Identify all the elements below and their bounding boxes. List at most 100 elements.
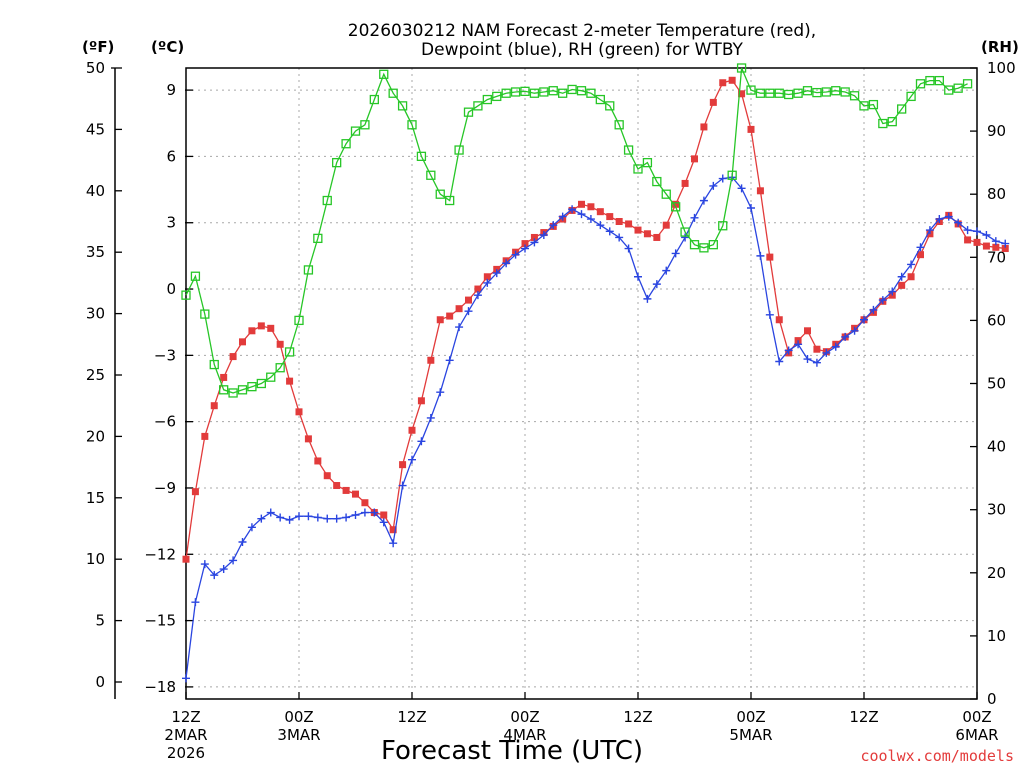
rh-point [492,91,502,102]
rh-point [595,94,605,105]
data-series [181,63,1010,683]
fahrenheit-tick-label: 40 [86,182,105,200]
rh-point [736,63,747,73]
rh-point [256,378,266,389]
dewpoint-point [982,231,991,240]
rh-point [520,86,530,96]
dewpoint-point [219,565,228,574]
temperature-point [417,397,425,405]
rh-point [228,388,238,398]
rh-point [878,118,888,129]
celsius-tick-label: −18 [144,678,176,696]
dewpoint-point [257,514,266,523]
rh-point [445,195,455,206]
dewpoint-point [200,560,209,569]
rh-point [887,116,897,127]
rh-point [915,79,926,89]
temperature-point [210,402,218,410]
dewpoint-point [445,356,454,365]
fahrenheit-tick-label: 30 [86,305,105,323]
rh-tick-label: 70 [987,248,1006,266]
temperature-point [257,322,265,330]
temperature-point [625,220,633,228]
dewpoint-point [718,174,727,183]
dewpoint-point [643,294,652,303]
rh-tick-label: 100 [987,59,1016,77]
x-axis-title: Forecast Time (UTC) [381,736,643,766]
rh-point [859,101,869,111]
x-tick-label: 3MAR [277,726,320,744]
x-tick-label: 4MAR [503,726,546,744]
rh-point [718,221,728,231]
rh-point [755,88,766,98]
temperature-point [719,79,727,87]
temperature-point [530,233,538,241]
rh-point [793,88,803,98]
fahrenheit-tick-label: 50 [86,59,105,77]
rh-tick-label: 90 [987,122,1006,140]
dewpoint-point [295,512,303,521]
temperature-point [907,273,915,281]
celsius-tick-label: −6 [154,413,176,431]
tick-labels: −18−15−12−9−6−3036912Z2MAR202600Z3MAR12Z… [86,59,1016,762]
dewpoint-point [455,323,464,332]
dewpoint-point [662,266,671,275]
dewpoint-point [247,523,256,532]
celsius-tick-label: −12 [144,545,176,563]
x-tick-label: 12Z [171,708,200,726]
dewpoint-point [954,218,963,227]
temperature-point [672,200,680,208]
dewpoint-point [417,437,426,446]
temperature-point [917,251,924,259]
dewpoint-point [737,184,746,193]
fahrenheit-tick-label: 20 [86,427,105,445]
rh-point [802,86,813,96]
dewpoint-point [398,481,407,490]
rh-point [360,120,370,130]
dewpoint-point [925,226,934,235]
rh-point [633,164,643,174]
temperature-point [239,338,246,346]
temperature-point [615,218,623,225]
temperature-point [973,238,981,246]
rh-point [605,101,615,111]
fahrenheit-tick-label: 45 [86,120,105,138]
rh-point [313,233,323,244]
fahrenheit-tick-label: 35 [86,243,105,261]
dewpoint-point [973,227,981,236]
rh-tick-label: 20 [987,564,1006,582]
temperature-point [804,327,811,335]
temperature-point [653,233,661,241]
dewpoint-point [182,674,190,683]
dewpoint-point [822,348,831,357]
rh-point [708,240,718,250]
temperature-point [521,240,529,248]
dewpoint-point [304,512,313,521]
dewpoint-point [191,598,200,607]
dewpoint-point [1001,239,1010,248]
temperature-point [709,98,717,106]
x-tick-label: 5MAR [729,726,772,744]
rh-point [652,176,662,187]
rh-point [341,139,351,149]
dewpoint-point [370,508,379,517]
dewpoint-point [690,213,699,222]
dewpoint-point [342,513,351,522]
rh-point [200,309,210,319]
temperature-point [201,432,209,440]
rh-point [906,91,916,102]
temperature-point [465,296,472,304]
rh-point [689,240,700,250]
dewpoint-point [615,233,624,242]
rh-point [558,88,568,98]
rh-point [784,89,794,100]
rh-point [237,385,248,395]
temperature-point [446,312,454,320]
dewpoint-point [878,296,887,305]
dewpoint-point [323,514,332,523]
rh-point [463,107,474,117]
dewpoint-point [229,556,238,565]
rh-point [661,189,671,199]
rh-tick-label: 40 [987,438,1006,456]
rh-point [868,99,879,110]
